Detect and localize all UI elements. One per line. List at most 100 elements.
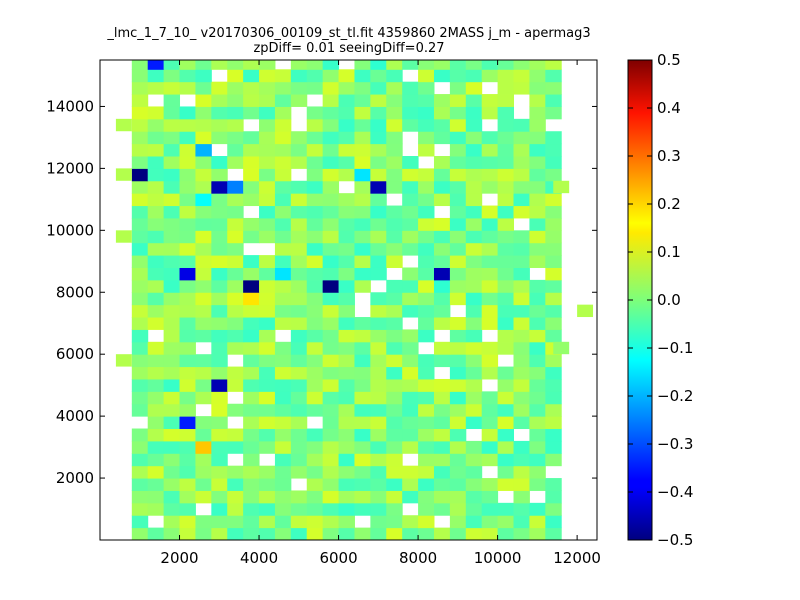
heatmap-cell bbox=[131, 69, 149, 83]
heatmap-cell bbox=[131, 168, 149, 182]
heatmap-cell bbox=[386, 440, 403, 454]
heatmap-cell bbox=[227, 193, 244, 207]
heatmap-cell bbox=[227, 378, 244, 392]
heatmap-cell bbox=[227, 230, 244, 244]
heatmap-cell bbox=[195, 366, 212, 380]
heatmap-cell bbox=[211, 217, 228, 231]
heatmap-cell bbox=[163, 366, 181, 380]
heatmap-cell bbox=[513, 502, 530, 516]
heatmap-cell bbox=[354, 255, 371, 268]
heatmap-cell bbox=[354, 354, 371, 368]
heatmap-cell bbox=[179, 230, 196, 244]
heatmap-cell bbox=[338, 428, 355, 442]
heatmap-cell bbox=[513, 143, 530, 157]
heatmap-cell bbox=[433, 292, 451, 306]
heatmap-cell bbox=[418, 428, 435, 442]
heatmap-cell bbox=[481, 428, 499, 442]
heatmap-cell bbox=[306, 515, 324, 529]
heatmap-cell bbox=[338, 329, 355, 343]
heatmap-cell bbox=[306, 143, 324, 157]
heatmap-cell bbox=[449, 94, 467, 107]
heatmap-cell bbox=[402, 465, 419, 479]
heatmap-cell bbox=[529, 131, 546, 145]
heatmap-cell bbox=[529, 317, 546, 330]
heatmap-cell bbox=[513, 156, 530, 169]
heatmap-cell bbox=[370, 453, 387, 467]
heatmap-cell bbox=[274, 168, 292, 182]
heatmap-cell bbox=[402, 490, 419, 504]
heatmap-cell bbox=[243, 378, 260, 392]
heatmap-cell bbox=[243, 465, 260, 479]
heatmap-cell bbox=[179, 279, 196, 293]
heatmap-cell bbox=[322, 267, 340, 281]
heatmap-cell bbox=[195, 230, 212, 244]
heatmap-cell bbox=[370, 242, 387, 256]
heatmap-cell bbox=[259, 180, 276, 194]
x-tick-label: 6000 bbox=[319, 549, 357, 567]
heatmap-cell bbox=[195, 106, 212, 120]
heatmap-cell bbox=[131, 403, 149, 417]
heatmap-cell bbox=[545, 304, 562, 318]
heatmap-cell bbox=[163, 255, 181, 268]
chart-title-line2: zpDiff= 0.01 seeingDiff=0.27 bbox=[253, 41, 444, 56]
heatmap-cell bbox=[497, 292, 515, 306]
heatmap-cell bbox=[227, 205, 244, 219]
heatmap-cell bbox=[386, 81, 403, 95]
heatmap-cell bbox=[163, 465, 181, 479]
heatmap-cell bbox=[354, 440, 371, 454]
heatmap-cell bbox=[497, 94, 515, 107]
heatmap-cell bbox=[338, 527, 355, 540]
heatmap-cell bbox=[497, 515, 515, 529]
heatmap-cell bbox=[354, 60, 371, 70]
heatmap-cell bbox=[131, 217, 149, 231]
heatmap-cell bbox=[147, 69, 165, 83]
heatmap-cell bbox=[418, 502, 435, 516]
heatmap-cell bbox=[497, 527, 515, 540]
heatmap-cell bbox=[227, 242, 244, 256]
heatmap-cell bbox=[529, 478, 546, 491]
heatmap-cell bbox=[131, 515, 149, 529]
heatmap-cell bbox=[115, 168, 132, 181]
heatmap-cell bbox=[465, 242, 483, 256]
heatmap-cell bbox=[322, 60, 340, 70]
heatmap-cell bbox=[497, 230, 515, 244]
heatmap-cell bbox=[290, 502, 308, 516]
heatmap-cell bbox=[290, 230, 308, 244]
heatmap-cell bbox=[529, 60, 546, 70]
heatmap-cell bbox=[306, 304, 324, 318]
heatmap-cell bbox=[481, 69, 499, 83]
heatmap-cell bbox=[163, 143, 181, 157]
y-tick-label: 4000 bbox=[56, 407, 94, 425]
heatmap-cell bbox=[243, 490, 260, 504]
heatmap-cell bbox=[243, 478, 260, 491]
heatmap-cell bbox=[243, 366, 260, 380]
heatmap-cell bbox=[513, 317, 530, 330]
heatmap-cell bbox=[163, 378, 181, 392]
heatmap-cell bbox=[290, 341, 308, 355]
heatmap-cell bbox=[227, 317, 244, 330]
heatmap-cell bbox=[497, 267, 515, 281]
heatmap-cell bbox=[290, 428, 308, 442]
heatmap-cell bbox=[211, 465, 228, 479]
heatmap-cell bbox=[529, 168, 546, 182]
heatmap-cell bbox=[433, 428, 451, 442]
heatmap-cell bbox=[290, 354, 308, 368]
heatmap-cell bbox=[195, 378, 212, 392]
heatmap-cell bbox=[529, 279, 546, 293]
heatmap-cell bbox=[179, 180, 196, 194]
heatmap-cell bbox=[449, 329, 467, 343]
colorbar-tick-label: 0.3 bbox=[657, 147, 681, 165]
heatmap-cell bbox=[322, 292, 340, 306]
heatmap-cell bbox=[306, 106, 324, 120]
heatmap-cell bbox=[227, 143, 244, 157]
heatmap-cell bbox=[195, 60, 212, 70]
heatmap-cell bbox=[433, 217, 451, 231]
heatmap-cell bbox=[386, 502, 403, 516]
heatmap-cell bbox=[465, 255, 483, 268]
heatmap-cell bbox=[497, 193, 515, 207]
heatmap-cell bbox=[545, 354, 562, 368]
heatmap-cell bbox=[274, 292, 292, 306]
heatmap-cell bbox=[354, 230, 371, 244]
heatmap-cell bbox=[306, 465, 324, 479]
heatmap-cell bbox=[227, 69, 244, 83]
